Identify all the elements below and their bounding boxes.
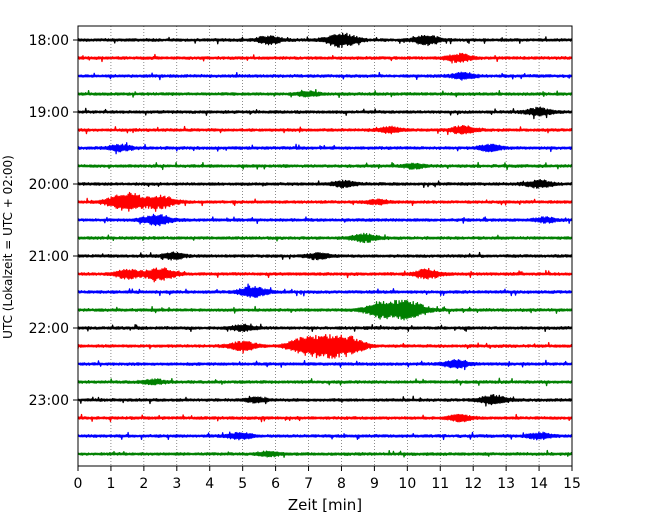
x-tick-label: 4: [205, 476, 214, 492]
x-tick-label: 13: [497, 476, 515, 492]
y-tick-label: 20:00: [29, 177, 69, 193]
seismic-trace: [77, 32, 573, 48]
x-axis-ticks: 0 1 2 3 4 5 6 7 8 9 10 11 12 13 14 15: [74, 466, 581, 492]
seismic-trace: [77, 251, 573, 261]
seismic-trace: [77, 323, 573, 333]
x-tick-label: 2: [139, 476, 148, 492]
seismic-trace: [77, 191, 573, 212]
grid-lines: [110, 26, 540, 466]
x-tick-label: 11: [431, 476, 449, 492]
x-tick-label: 5: [238, 476, 247, 492]
seismic-trace: [77, 106, 573, 120]
x-tick-label: 1: [106, 476, 115, 492]
seismic-trace: [77, 377, 573, 387]
x-tick-label: 7: [304, 476, 313, 492]
seismic-trace: [77, 431, 573, 441]
seismic-trace: [77, 449, 573, 458]
seismic-trace: [77, 232, 573, 244]
y-tick-label: 23:00: [29, 393, 69, 409]
seismic-trace: [77, 283, 573, 299]
x-tick-label: 3: [172, 476, 181, 492]
seismic-trace: [77, 142, 573, 155]
seismic-trace: [77, 267, 573, 283]
y-tick-label: 22:00: [29, 321, 69, 337]
x-tick-label: 9: [370, 476, 379, 492]
seismic-trace: [77, 413, 573, 423]
y-tick-label: 21:00: [29, 249, 69, 265]
seismic-trace: [77, 359, 573, 371]
seismic-trace: [77, 394, 573, 407]
seismic-trace: [77, 299, 573, 321]
x-tick-label: 6: [271, 476, 280, 492]
trace-group: [77, 32, 573, 458]
seismic-trace: [77, 179, 573, 189]
x-tick-label: 8: [337, 476, 346, 492]
seismic-trace: [77, 334, 573, 359]
plot-frame: [77, 25, 573, 467]
x-tick-label: 10: [398, 476, 416, 492]
seismic-trace: [77, 125, 573, 136]
x-tick-label: 14: [530, 476, 548, 492]
x-tick-label: 15: [563, 476, 581, 492]
seismic-trace: [77, 52, 573, 64]
y-axis-label: UTC (Lokalzeit = UTC + 02:00): [1, 155, 15, 339]
seismic-trace: [77, 71, 573, 81]
y-tick-label: 18:00: [29, 33, 69, 49]
y-tick-label: 19:00: [29, 105, 69, 121]
seismic-trace: [77, 88, 573, 99]
x-axis-label: Zeit [min]: [288, 496, 362, 514]
x-tick-label: 0: [74, 476, 83, 492]
seismic-trace: [77, 161, 573, 171]
x-tick-label: 12: [464, 476, 482, 492]
seismic-trace: [77, 213, 573, 227]
y-axis-ticks: 18:00 19:00 20:00 21:00 22:00 23:00: [29, 33, 78, 409]
